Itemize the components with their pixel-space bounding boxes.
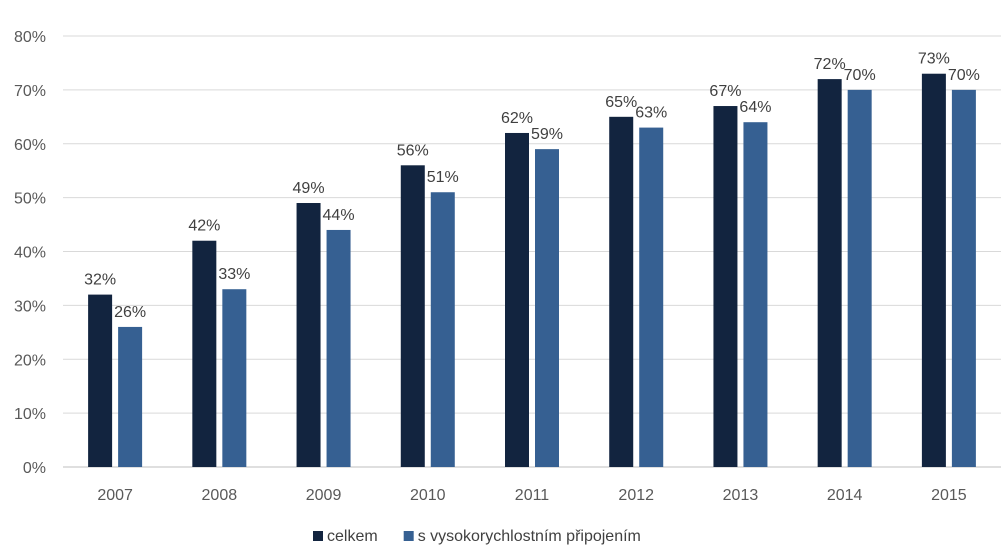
data-label: 56%	[397, 142, 429, 159]
bar-celkem-2010	[400, 165, 425, 468]
y-tick-label: 30%	[14, 298, 46, 315]
data-label: 44%	[323, 207, 355, 224]
data-label: 73%	[918, 51, 950, 68]
data-label: 26%	[114, 304, 146, 321]
x-axis-tick-labels: 2007 2008 2009 2010 2011 2012 2013 2014 2015	[97, 487, 966, 504]
bar-celkem-2011	[505, 132, 529, 467]
data-label: 51%	[427, 169, 459, 186]
bar-vysokorychlostni-2009	[326, 229, 351, 467]
bar-celkem-2007	[88, 294, 113, 467]
x-tick-label: 2010	[410, 487, 446, 504]
bar-celkem-2009	[296, 203, 321, 467]
bars	[88, 73, 976, 468]
data-label: 70%	[844, 67, 876, 84]
y-tick-label: 80%	[14, 29, 46, 46]
bar-celkem-2012	[609, 116, 634, 467]
legend-swatch	[313, 531, 323, 541]
data-label: 70%	[948, 67, 980, 84]
y-tick-label: 60%	[14, 137, 46, 154]
x-tick-label: 2009	[306, 487, 342, 504]
y-tick-label: 20%	[14, 352, 46, 369]
data-label: 62%	[501, 110, 533, 127]
data-labels: 32% 26% 42% 33% 49% 44% 56% 51% 62%59% 65%63% 67%6…	[84, 51, 980, 321]
x-tick-label: 2014	[827, 487, 863, 504]
bar-vysokorychlostni-2010	[430, 192, 455, 468]
bar-vysokorychlostni-2008	[222, 289, 247, 467]
data-label: 72%	[814, 56, 846, 73]
bar-celkem-2008	[192, 240, 217, 467]
legend: celkem s vysokorychlostním připojením	[313, 528, 641, 545]
data-label: 67%	[709, 83, 741, 100]
bar-vysokorychlostni-2013	[743, 122, 768, 467]
y-tick-label: 50%	[14, 191, 46, 208]
data-label: 59%	[531, 126, 563, 143]
y-tick-label: 0%	[23, 460, 46, 477]
data-label: 42%	[188, 218, 220, 235]
x-tick-label: 2013	[723, 487, 759, 504]
bar-vysokorychlostni-2007	[118, 326, 143, 467]
bar-vysokorychlostni-2011	[535, 149, 559, 467]
x-tick-label: 2011	[515, 487, 550, 504]
gridlines	[63, 35, 1001, 468]
data-label: 65%	[605, 94, 637, 111]
data-label: 32%	[84, 272, 116, 289]
legend-label: s vysokorychlostním připojením	[418, 528, 641, 545]
y-axis-tick-labels: 0% 10% 20% 30% 40% 50% 60% 70% 80%	[14, 29, 46, 477]
legend-swatch	[403, 531, 414, 541]
y-tick-label: 40%	[14, 245, 46, 262]
data-label: 49%	[293, 180, 325, 197]
data-label: 63%	[635, 105, 667, 122]
bar-vysokorychlostni-2015	[951, 89, 976, 467]
legend-label: celkem	[327, 528, 378, 545]
bar-vysokorychlostni-2014	[847, 89, 872, 467]
y-tick-label: 70%	[14, 83, 46, 100]
x-tick-label: 2008	[202, 487, 238, 504]
x-tick-label: 2007	[97, 487, 133, 504]
data-label: 33%	[218, 266, 250, 283]
bar-celkem-2013	[713, 106, 738, 467]
data-label: 64%	[739, 99, 771, 116]
bar-vysokorychlostni-2012	[639, 127, 664, 468]
y-tick-label: 10%	[14, 406, 46, 423]
bar-celkem-2014	[817, 79, 842, 467]
bar-celkem-2015	[921, 73, 946, 468]
x-tick-label: 2015	[931, 487, 967, 504]
x-tick-label: 2012	[618, 487, 654, 504]
